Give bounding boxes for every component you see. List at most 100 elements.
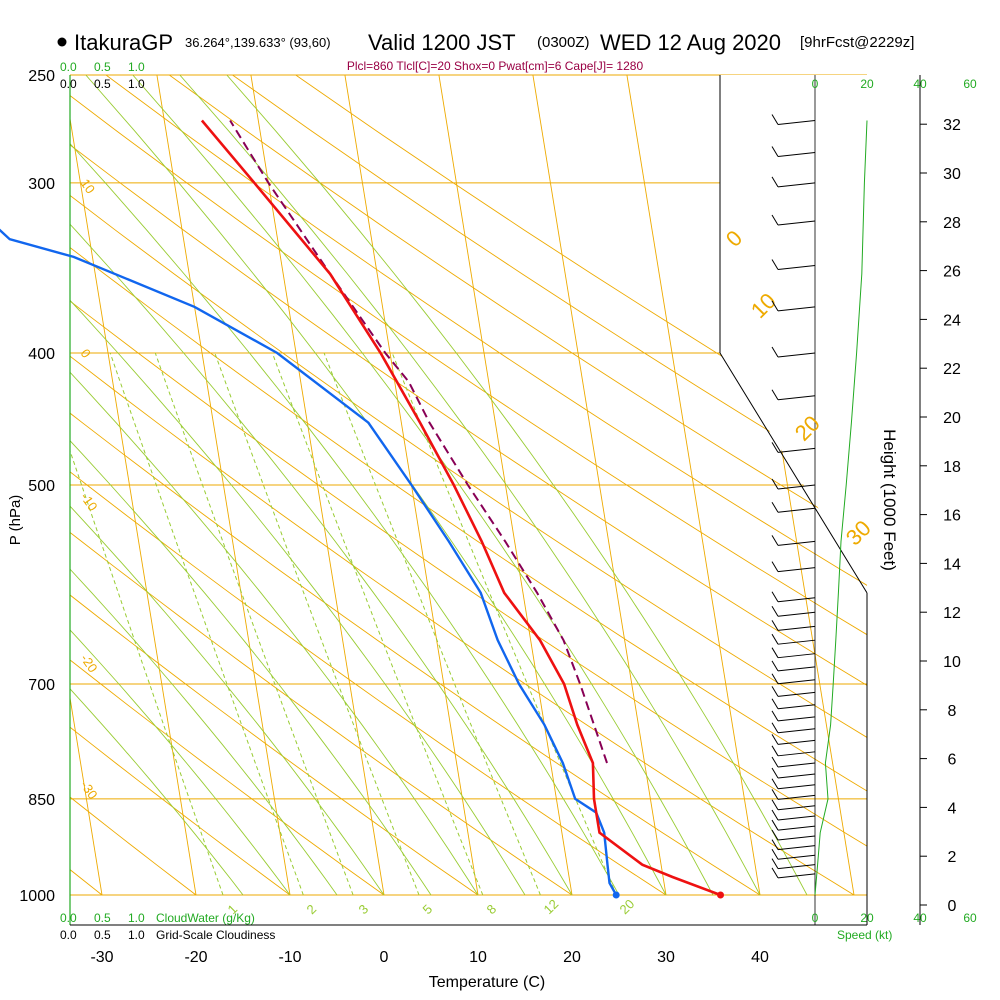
wind-barb xyxy=(771,535,816,546)
wind-barb-staff xyxy=(777,597,816,603)
pressure-tick-label: 1000 xyxy=(19,888,55,905)
wind-barb-staff xyxy=(777,854,816,860)
moist-adiabat xyxy=(70,688,244,896)
wind-barb-staff xyxy=(777,728,816,734)
moist-adiabat xyxy=(85,75,667,896)
wind-barb-staff xyxy=(777,716,816,722)
wind-barb-flag xyxy=(771,809,779,821)
wind-barb-staff xyxy=(777,653,816,659)
wind-barb-flag xyxy=(771,478,779,490)
temperature-tick-label: -10 xyxy=(278,949,301,966)
height-tick-label: 10 xyxy=(943,654,961,671)
wind-barb-staff xyxy=(777,507,816,513)
cloudiness-bottom-1: 0.5 xyxy=(94,928,111,942)
wind-barb-flag xyxy=(771,698,779,710)
wind-speed-profile xyxy=(814,120,868,896)
moist-adiabat xyxy=(70,371,479,896)
wind-barb xyxy=(771,620,816,631)
wind-barb-staff xyxy=(777,773,816,779)
wind-barb-flag xyxy=(771,114,779,125)
speed-label: Speed (kt) xyxy=(837,928,892,942)
station-marker-icon xyxy=(57,37,67,47)
forecast-info: [9hrFcst@2229z] xyxy=(800,34,914,51)
height-tick-label: 28 xyxy=(943,215,961,232)
dry-adiabat xyxy=(70,531,573,896)
wind-barb xyxy=(771,745,816,757)
height-tick-label: 26 xyxy=(943,264,961,281)
wind-barb xyxy=(771,829,816,841)
wind-barb xyxy=(771,478,816,490)
isotherm-line xyxy=(250,75,385,896)
y-axis-title: P (hPa) xyxy=(7,495,24,546)
wind-barb-flag xyxy=(771,789,779,800)
wind-barb-staff xyxy=(777,484,816,490)
isotherm-line xyxy=(532,75,667,896)
wind-barb-flag xyxy=(771,442,779,453)
wind-barb xyxy=(771,673,816,685)
dry-adiabat xyxy=(105,75,867,586)
wind-barb-staff xyxy=(777,762,816,768)
wind-barb-flag xyxy=(771,146,779,157)
moist-adiabat xyxy=(70,142,620,896)
cloudwater-label: CloudWater (g/Kg) xyxy=(156,911,255,925)
wind-speed-tick-top: 40 xyxy=(913,77,927,91)
valid-date: WED 12 Aug 2020 xyxy=(600,30,781,55)
mixing-ratio-line xyxy=(109,352,304,896)
wind-barb-staff xyxy=(777,220,816,226)
wind-barb-flag xyxy=(771,633,779,645)
moist-adiabat xyxy=(132,75,714,896)
wind-barb-staff xyxy=(777,784,816,790)
wind-barb xyxy=(771,799,816,811)
wind-barb-staff xyxy=(777,352,816,358)
temperature-tick-label: 40 xyxy=(751,949,769,966)
dry-adiabat xyxy=(70,300,867,847)
wind-barb-staff xyxy=(777,666,816,672)
parcel-curve xyxy=(229,119,608,764)
isotherm-line xyxy=(70,695,103,896)
wind-barb xyxy=(771,561,816,573)
wind-barb-flag xyxy=(771,620,779,631)
height-tick-label: 24 xyxy=(943,312,961,329)
dry-adiabat xyxy=(70,355,855,896)
wind-barb xyxy=(771,756,816,768)
isotherm-label: -30 xyxy=(78,778,101,802)
wind-barb-staff xyxy=(777,567,816,573)
isotherm-label: -10 xyxy=(78,490,101,514)
dry-adiabat xyxy=(0,75,8,895)
wind-barb-staff xyxy=(777,120,816,126)
wind-barb xyxy=(771,848,816,860)
isotherm-line xyxy=(156,75,291,896)
isotherm-line xyxy=(0,75,8,895)
height-tick-label: 0 xyxy=(948,898,957,915)
wind-barb-staff xyxy=(777,611,816,617)
mixing-ratio-label: 20 xyxy=(617,896,638,917)
mixing-ratio-line xyxy=(391,352,617,896)
wind-barb-flag xyxy=(771,819,779,831)
wind-barb-flag xyxy=(771,710,779,722)
wind-barb xyxy=(771,146,816,158)
wind-barb-flag xyxy=(771,389,779,401)
mixing-ratio-label: 5 xyxy=(420,901,436,917)
moist-adiabat xyxy=(226,75,808,896)
wind-barb-flag xyxy=(771,535,779,546)
wind-barb-staff xyxy=(777,625,816,631)
wind-barb-flag xyxy=(771,686,779,697)
sounding-params: Plcl=860 Tlcl[C]=20 Shox=0 Pwat[cm]=6 Ca… xyxy=(347,59,644,73)
wind-barb xyxy=(771,176,816,188)
isotherm-label: 0 xyxy=(78,346,94,361)
temperature-tick-label: 20 xyxy=(563,949,581,966)
cloudiness-bottom-0: 0.0 xyxy=(60,928,77,942)
wind-barb xyxy=(771,501,816,513)
height-tick-label: 20 xyxy=(943,410,961,427)
wind-barb-staff xyxy=(777,395,816,401)
wind-barb-staff xyxy=(777,152,816,158)
isotherm-label: 10 xyxy=(78,176,99,196)
pressure-tick-label: 700 xyxy=(28,677,55,694)
temperature-tick-label: 0 xyxy=(380,949,389,966)
temperature-tick-label: 30 xyxy=(657,949,675,966)
wind-barb-flag xyxy=(771,778,779,790)
surface-temperature-point xyxy=(717,891,725,899)
isotherm-line xyxy=(626,75,761,896)
wind-barb xyxy=(771,819,816,831)
wind-barb xyxy=(771,686,816,697)
